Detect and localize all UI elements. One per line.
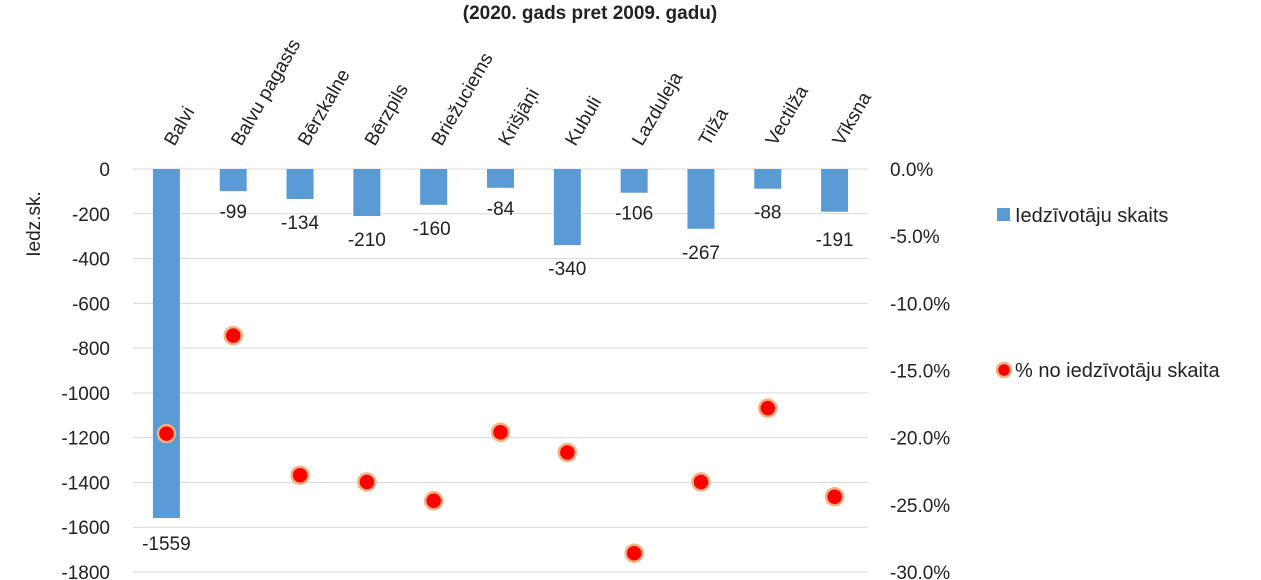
legend-point-swatch [995,361,1013,379]
scatter-point [557,442,578,463]
legend: Iedzīvotāju skaits % no iedzīvotāju skai… [995,205,1220,382]
scatter-point [423,491,444,511]
bar-data-label: -267 [682,243,720,264]
bar-series [152,169,849,519]
left-tick-label: -1200 [61,429,110,450]
scatter-point [223,325,243,346]
bar-data-label: -84 [487,199,515,220]
category-label: Balvi [161,103,200,149]
right-tick-label: -20.0% [890,429,950,450]
chart-title: (2020. gads pret 2009. gadu) [463,3,718,24]
bar-data-label: -340 [548,259,586,280]
legend-point-label: % no iedzīvotāju skaita [1015,360,1220,382]
scatter-point [691,472,711,492]
category-label: Vīksna [829,88,876,149]
bar [687,169,715,229]
scatter-point [624,543,644,563]
bar [353,169,381,217]
bar-data-label: -191 [816,230,854,251]
right-tick-label: -10.0% [890,294,950,315]
left-axis-ticks: 0 -200 -400 -600 -800 -1000 -1200 -1400 -1600 -18… [61,160,110,580]
bar [219,169,247,192]
bar [821,169,849,212]
right-tick-label: -25.0% [890,496,950,517]
category-label: Bērzkalne [294,66,354,150]
bar-data-label: -210 [348,230,386,251]
bar [420,169,448,205]
left-tick-label: -1000 [61,384,110,405]
legend-bar-swatch [997,208,1010,221]
bar [152,169,180,519]
category-label: Tilža [695,104,733,149]
bar-data-labels: -1559 -99 -134 -210 -160 -84 -340 -106 -267 -88 -1… [142,199,854,555]
category-label: Bērzpils [361,80,413,149]
right-tick-label: 0.0% [890,160,933,181]
scatter-point [758,398,778,418]
left-tick-label: -400 [72,250,110,271]
scatter-point [824,487,845,507]
bar [553,169,581,246]
bar [620,169,648,193]
bar-data-label: -160 [413,219,451,240]
left-tick-label: -600 [72,294,110,315]
right-tick-label: -15.0% [890,362,950,383]
scatter-point [290,465,310,486]
scatter-point [357,472,377,492]
left-tick-label: 0 [99,160,110,181]
bar-data-label: -99 [219,202,246,223]
bar [487,169,514,188]
bar-data-label: -1559 [142,534,191,555]
right-tick-label: -5.0% [890,227,940,248]
bar [754,169,782,189]
left-tick-label: -800 [72,339,110,360]
category-label: Vectilža [762,82,813,150]
category-label: Lazduleja [628,68,687,149]
bar-data-label: -88 [754,203,781,224]
scatter-point [490,422,511,443]
left-tick-label: -1400 [61,473,110,494]
category-label: Krišjāņi [495,85,544,149]
right-axis-ticks: 0.0% -5.0% -10.0% -15.0% -20.0% -25.0% -30.0% [890,160,950,580]
right-tick-label: -30.0% [890,563,950,580]
scatter-series [156,325,845,563]
bar [286,169,314,200]
bar-data-label: -106 [615,204,653,225]
category-label: Balvu pagasts [227,36,305,150]
left-tick-label: -1600 [61,518,110,539]
category-label: Kubuli [561,93,606,149]
left-tick-label: -200 [72,205,110,226]
y-axis-label: Iedz.sk. [24,191,45,256]
left-tick-label: -1800 [61,563,110,580]
legend-bar-label: Iedzīvotāju skaits [1015,205,1168,227]
category-label: Briežuciems [428,49,498,149]
scatter-point [156,423,177,444]
gridlines [133,168,868,573]
bar-data-label: -134 [281,213,319,234]
